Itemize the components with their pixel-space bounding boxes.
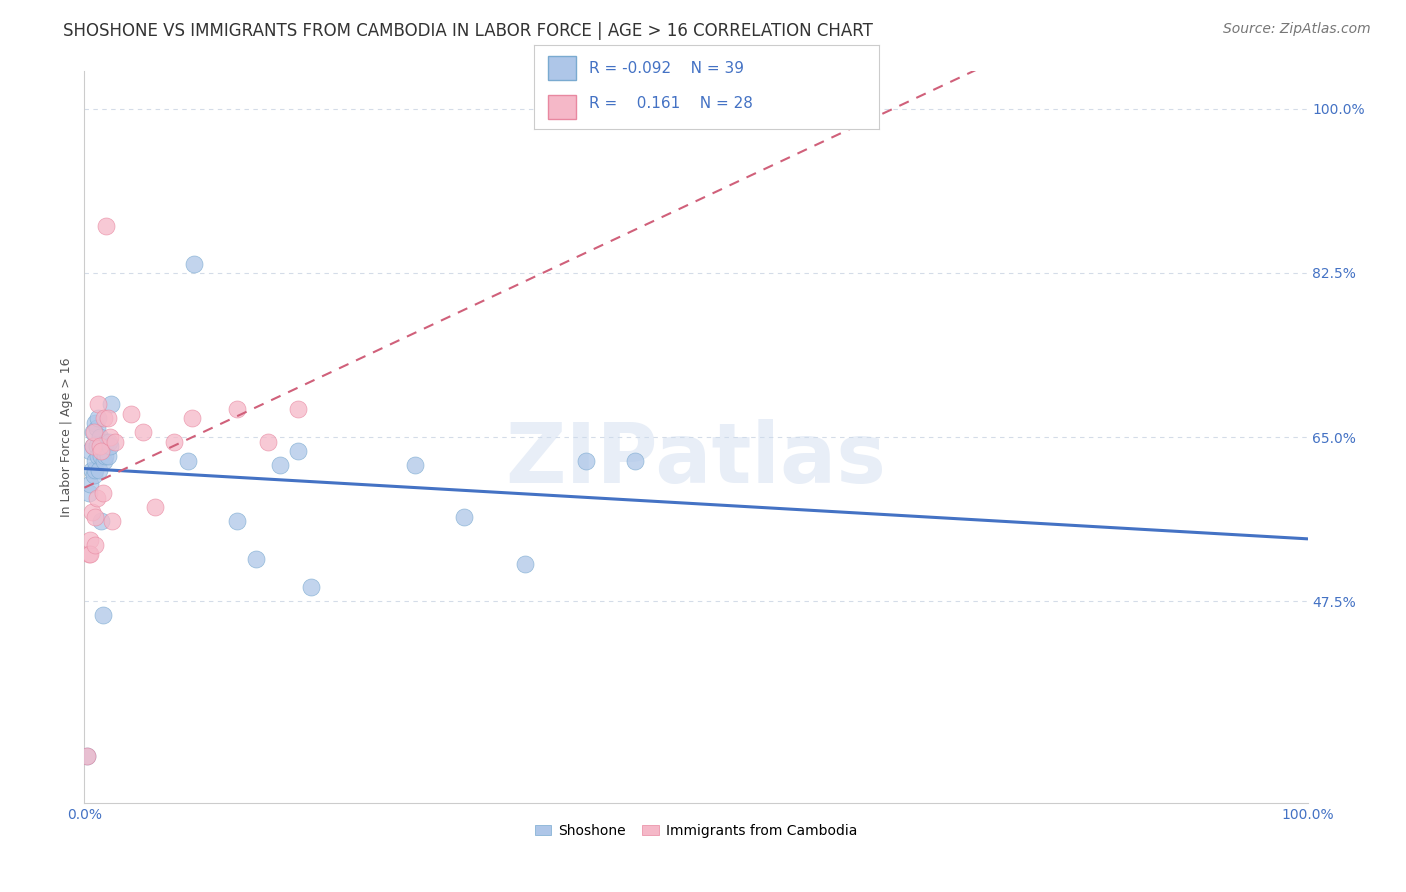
Point	[89, 430, 111, 444]
Point	[287, 444, 309, 458]
Point	[97, 411, 120, 425]
Point	[84, 453, 107, 467]
Point	[91, 486, 114, 500]
Point	[84, 416, 107, 430]
Point	[104, 434, 127, 449]
Point	[226, 401, 249, 416]
Point	[177, 453, 200, 467]
Point	[513, 557, 536, 571]
Point	[96, 219, 118, 233]
Point	[100, 397, 122, 411]
Point	[245, 552, 267, 566]
Point	[90, 444, 112, 458]
Point	[94, 449, 117, 463]
Point	[83, 425, 105, 440]
Point	[87, 463, 110, 477]
Point	[86, 420, 108, 434]
Point	[132, 425, 155, 440]
Point	[226, 515, 249, 529]
Point	[86, 440, 108, 454]
Point	[143, 500, 166, 515]
Point	[84, 538, 107, 552]
Point	[76, 748, 98, 763]
Point	[87, 449, 110, 463]
Point	[93, 453, 115, 467]
Point	[79, 477, 101, 491]
Point	[87, 411, 110, 425]
Point	[98, 440, 121, 454]
Point	[77, 486, 100, 500]
Point	[83, 467, 105, 482]
Text: Source: ZipAtlas.com: Source: ZipAtlas.com	[1223, 22, 1371, 37]
Text: ZIPatlas: ZIPatlas	[506, 418, 886, 500]
Point	[84, 509, 107, 524]
Point	[299, 580, 322, 594]
Text: SHOSHONE VS IMMIGRANTS FROM CAMBODIA IN LABOR FORCE | AGE > 16 CORRELATION CHART: SHOSHONE VS IMMIGRANTS FROM CAMBODIA IN …	[63, 22, 873, 40]
Point	[82, 425, 104, 440]
Text: R =    0.161    N = 28: R = 0.161 N = 28	[589, 96, 754, 112]
Point	[97, 449, 120, 463]
Point	[97, 434, 120, 449]
Point	[93, 411, 115, 425]
Point	[84, 463, 107, 477]
Point	[287, 401, 309, 416]
Point	[90, 449, 112, 463]
Y-axis label: In Labor Force | Age > 16: In Labor Force | Age > 16	[60, 358, 73, 516]
Point	[120, 407, 142, 421]
Point	[87, 397, 110, 411]
Point	[453, 509, 475, 524]
FancyBboxPatch shape	[548, 95, 575, 120]
Point	[163, 434, 186, 449]
Legend: Shoshone, Immigrants from Cambodia: Shoshone, Immigrants from Cambodia	[529, 818, 863, 844]
Point	[80, 505, 103, 519]
Point	[79, 547, 101, 561]
Point	[82, 440, 104, 454]
Point	[624, 453, 647, 467]
Point	[76, 748, 98, 763]
Point	[181, 411, 204, 425]
Point	[98, 430, 121, 444]
Point	[404, 458, 426, 473]
FancyBboxPatch shape	[548, 56, 575, 80]
Point	[90, 515, 112, 529]
Point	[82, 440, 104, 454]
Point	[101, 515, 124, 529]
Point	[575, 453, 598, 467]
Point	[183, 257, 205, 271]
Point	[80, 463, 103, 477]
Point	[86, 491, 108, 505]
Point	[79, 444, 101, 458]
Point	[77, 547, 100, 561]
Text: R = -0.092    N = 39: R = -0.092 N = 39	[589, 61, 744, 76]
Point	[79, 533, 101, 548]
Point	[269, 458, 291, 473]
Point	[257, 434, 280, 449]
Point	[91, 608, 114, 623]
Point	[89, 440, 111, 454]
Point	[96, 434, 118, 449]
